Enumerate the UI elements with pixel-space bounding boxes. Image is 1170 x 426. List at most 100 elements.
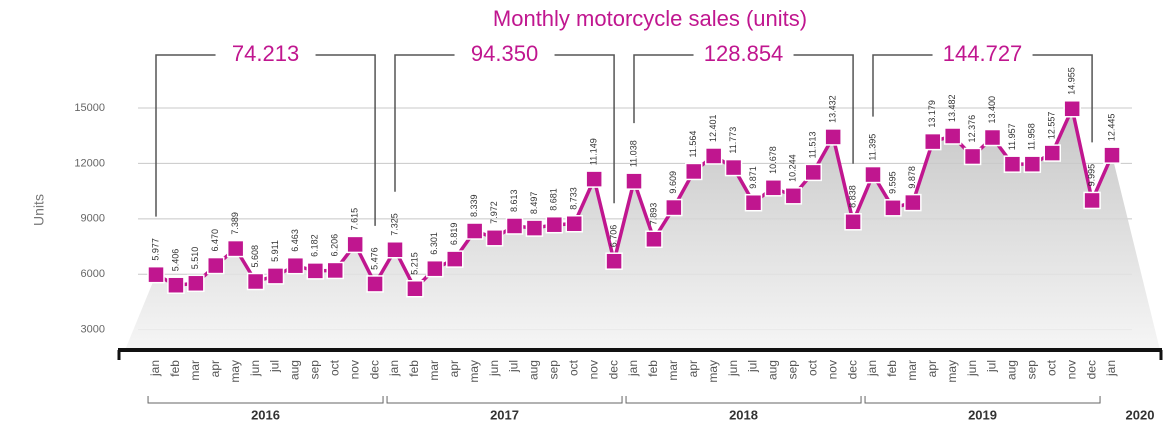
x-tick-label: sep <box>308 360 322 380</box>
data-label: 11.513 <box>808 132 818 159</box>
x-tick-label: feb <box>646 360 660 377</box>
marker <box>187 274 205 293</box>
data-label: 12.376 <box>967 115 977 143</box>
x-tick-label: aug <box>1005 360 1019 380</box>
marker <box>207 256 225 275</box>
data-label: 6.182 <box>310 234 320 257</box>
data-label: 14.955 <box>1067 67 1077 95</box>
data-label: 12.445 <box>1106 114 1116 142</box>
data-label: 11.149 <box>589 138 599 165</box>
marker <box>744 193 763 212</box>
y-axis-label: Units <box>31 194 47 226</box>
data-label: 8.733 <box>569 187 579 210</box>
data-label: 6.706 <box>608 225 618 248</box>
data-label: 5.476 <box>369 247 379 270</box>
x-tick-label: aug <box>527 360 541 380</box>
data-label: 5.608 <box>250 245 260 268</box>
x-tick-label: nov <box>586 360 600 379</box>
marker <box>943 127 962 145</box>
marker <box>1003 155 1022 173</box>
data-label: 11.773 <box>728 127 738 154</box>
x-tick-label: mar <box>905 360 919 381</box>
marker <box>246 272 265 291</box>
x-tick-label: sep <box>1025 360 1039 380</box>
marker <box>724 158 743 177</box>
x-tick-label: jul <box>985 360 999 373</box>
data-label: 8.497 <box>529 192 539 215</box>
data-label: 5.977 <box>150 238 160 261</box>
y-tick-label: 9000 <box>81 213 105 225</box>
x-tick-label: jul <box>746 360 760 373</box>
x-tick-label: feb <box>168 360 182 377</box>
x-tick-label: jan <box>626 360 640 377</box>
marker <box>565 214 583 233</box>
year-label: 2018 <box>729 407 758 422</box>
marker <box>366 275 384 293</box>
x-tick-label: jan <box>387 360 401 377</box>
year-total: 74.213 <box>232 41 299 66</box>
data-label: 6.463 <box>290 229 300 252</box>
x-tick-label: may <box>228 360 242 383</box>
marker <box>625 172 643 190</box>
x-tick-label: feb <box>407 360 421 377</box>
data-label: 9.595 <box>887 171 897 194</box>
x-tick-label: jul <box>268 360 282 373</box>
x-tick-label: oct <box>1044 359 1058 376</box>
marker <box>1043 144 1061 162</box>
data-label: 11.958 <box>1027 123 1037 150</box>
x-tick-label: dec <box>1084 360 1098 379</box>
x-tick-label: sep <box>547 360 561 380</box>
year-label: 2019 <box>968 407 997 422</box>
marker <box>804 163 822 182</box>
marker <box>1083 191 1101 210</box>
marker <box>924 132 942 151</box>
data-label: 5.911 <box>270 240 280 262</box>
marker <box>485 229 504 247</box>
marker <box>685 162 703 181</box>
x-tick-label: may <box>706 360 720 383</box>
marker <box>426 259 444 278</box>
year-bracket <box>625 396 862 404</box>
marker <box>605 252 623 270</box>
data-label: 8.339 <box>469 194 479 217</box>
x-tick-label: jun <box>487 360 501 377</box>
marker <box>904 193 922 212</box>
x-tick-label: dec <box>845 360 859 379</box>
x-tick-label: dec <box>367 360 381 379</box>
marker <box>784 187 803 205</box>
x-tick-label: apr <box>447 360 461 377</box>
marker <box>665 198 683 217</box>
x-tick-label: oct <box>566 359 580 376</box>
year-total: 144.727 <box>943 41 1023 66</box>
chart-title: Monthly motorcycle sales (units) <box>493 6 807 31</box>
data-label: 5.406 <box>170 249 180 272</box>
marker <box>406 279 424 298</box>
data-label: 13.179 <box>927 100 937 128</box>
data-label: 11.957 <box>1007 123 1017 150</box>
marker <box>585 170 603 188</box>
marker <box>147 265 165 284</box>
data-label: 11.038 <box>628 140 638 167</box>
marker <box>983 128 1002 147</box>
data-label: 5.510 <box>190 247 200 270</box>
marker <box>505 217 524 235</box>
x-tick-label: jun <box>248 360 262 377</box>
marker <box>963 147 982 166</box>
data-label: 12.401 <box>708 114 718 142</box>
marker <box>1063 100 1081 118</box>
year-bracket <box>864 396 1101 404</box>
data-label: 7.972 <box>489 201 499 224</box>
total-bracket <box>155 54 376 226</box>
x-tick-label: jun <box>726 360 740 377</box>
marker <box>386 241 404 259</box>
marker <box>226 239 245 258</box>
x-tick-label: feb <box>885 360 899 377</box>
x-tick-label: oct <box>327 359 341 376</box>
x-tick-label: aug <box>766 360 780 380</box>
data-label: 9.995 <box>1086 164 1096 187</box>
y-tick-label: 12000 <box>74 157 105 169</box>
data-label: 7.389 <box>230 212 240 235</box>
year-label: 2020 <box>1126 407 1155 422</box>
x-tick-label: jan <box>148 360 162 377</box>
data-label: 6.206 <box>330 234 340 257</box>
